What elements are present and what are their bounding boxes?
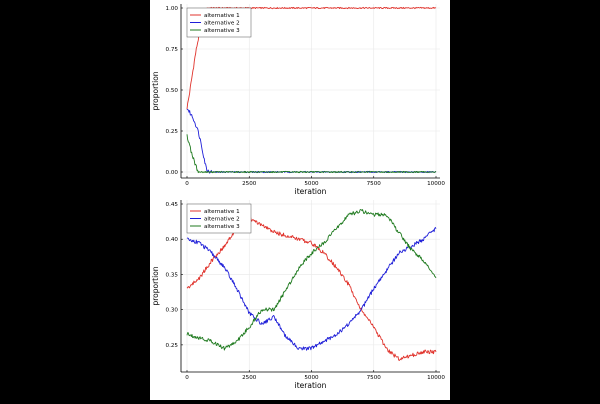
- chart2-ytick-label-0: 0.25: [166, 343, 179, 349]
- chart1-legend-label-2: alternative 2: [204, 21, 240, 27]
- chart2-xtick-label-3: 7500: [367, 375, 382, 381]
- chart1-group: 0 2500 5000 7500 10000 0.00 0.25 0.50 0.75 1.00 it…: [151, 4, 445, 196]
- chart1-xlabel: iteration: [295, 187, 327, 196]
- chart2-legend-label-2: alternative 2: [204, 217, 240, 223]
- chart1-ytick-label-1: 0.25: [166, 129, 179, 135]
- chart2-xtick-label-1: 2500: [242, 375, 257, 381]
- chart2-ylabel: proportion: [151, 266, 160, 305]
- chart1-ytick-label-2: 0.50: [166, 88, 179, 94]
- chart2-legend-label-3: alternative 3: [204, 224, 240, 230]
- chart2-ytick-label-1: 0.30: [166, 308, 179, 314]
- chart2-ytick-label-3: 0.40: [166, 237, 179, 243]
- chart2-series-2-line: [186, 227, 437, 351]
- chart1-xtick-label-1: 2500: [242, 181, 257, 187]
- chart2-ytick-label-4: 0.45: [166, 202, 179, 208]
- chart2-group: 0 2500 5000 7500 10000 0.25 0.30 0.35 0.40 0.45 it…: [151, 200, 445, 390]
- chart2-series-1-line: [186, 215, 437, 361]
- chart2-xtick-label-0: 0: [185, 375, 189, 381]
- chart1-series-3-line: [186, 134, 437, 174]
- chart2-series-3-line: [186, 208, 437, 351]
- chart1-ytick-label-4: 1.00: [166, 6, 179, 12]
- chart-svg: 0 2500 5000 7500 10000 0.00 0.25 0.50 0.75 1.00 it…: [151, 4, 445, 390]
- chart2-xtick-label-4: 10000: [427, 375, 445, 381]
- chart2-xtick-label-2: 5000: [304, 375, 319, 381]
- chart1-xtick-label-4: 10000: [427, 181, 445, 187]
- chart1-xtick-label-3: 7500: [367, 181, 382, 187]
- figure: 0 2500 5000 7500 10000 0.00 0.25 0.50 0.75 1.00 it…: [150, 0, 450, 400]
- chart1-ylabel: proportion: [151, 71, 160, 110]
- chart1-xtick-label-2: 5000: [304, 181, 319, 187]
- chart1-xtick-label-0: 0: [185, 181, 189, 187]
- chart1-legend-label-3: alternative 3: [204, 28, 240, 34]
- chart2-xlabel: iteration: [295, 381, 327, 390]
- chart1-ytick-label-0: 0.00: [166, 170, 179, 176]
- chart1-legend-label-1: alternative 1: [204, 13, 240, 19]
- chart2-ytick-label-2: 0.35: [166, 272, 179, 278]
- chart1-ytick-label-3: 0.75: [166, 47, 179, 53]
- chart2-legend-label-1: alternative 1: [204, 209, 240, 215]
